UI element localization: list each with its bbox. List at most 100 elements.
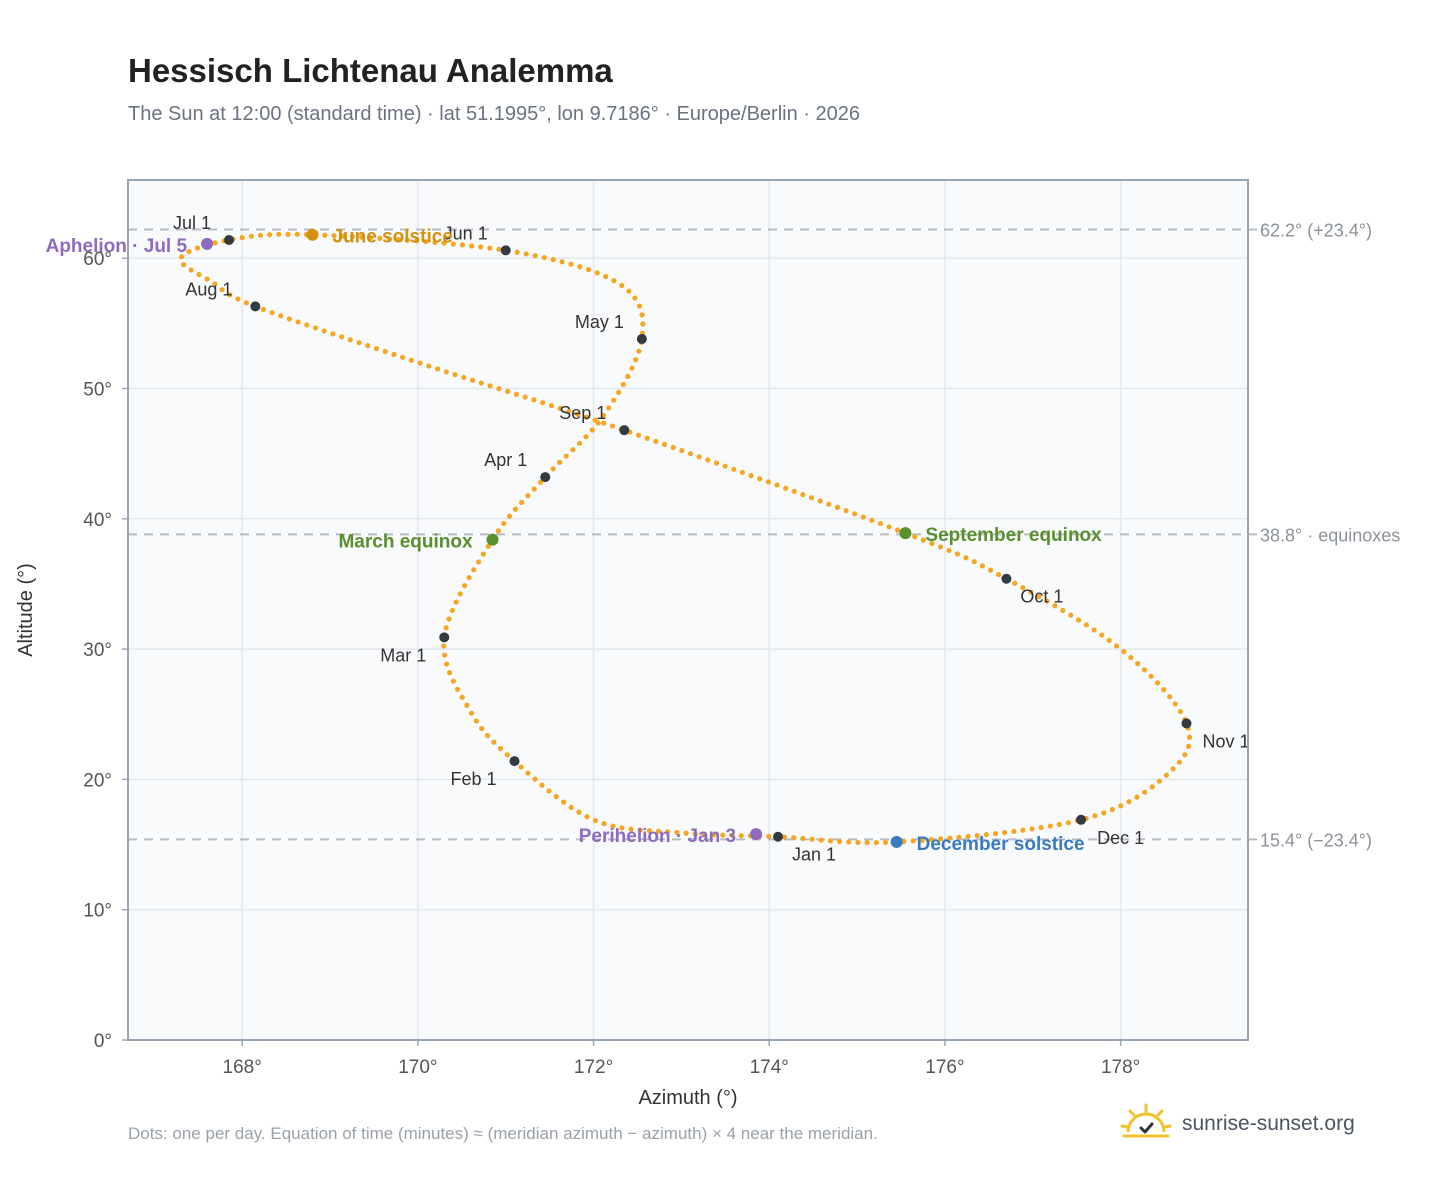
day-dot <box>532 253 538 259</box>
day-dot <box>478 244 484 250</box>
day-dot <box>525 493 531 499</box>
day-dot <box>1109 806 1115 813</box>
month-marker-label: Mar 1 <box>380 645 426 665</box>
day-dot <box>478 380 484 386</box>
day-dot <box>653 438 659 444</box>
day-dot <box>464 702 470 708</box>
day-dot <box>557 405 563 412</box>
day-dot <box>491 739 497 745</box>
day-dot <box>619 825 625 831</box>
day-dot <box>1118 803 1124 809</box>
day-dot <box>722 463 728 469</box>
day-dot <box>457 591 463 597</box>
day-dot <box>912 534 918 540</box>
day-dot <box>330 331 336 337</box>
day-dot <box>550 256 556 263</box>
day-dot <box>446 616 452 622</box>
day-dot <box>585 267 592 273</box>
day-dot <box>583 434 589 440</box>
day-dot <box>196 271 202 278</box>
day-dot <box>286 316 292 322</box>
day-dot <box>434 366 441 372</box>
day-dot <box>834 504 841 510</box>
day-dot <box>827 838 833 844</box>
day-dot <box>1002 829 1008 836</box>
brand[interactable]: sunrise-sunset.org <box>1120 1102 1355 1146</box>
day-dot <box>1149 784 1155 790</box>
day-dot <box>626 288 632 294</box>
day-dot <box>473 718 479 724</box>
day-dot <box>954 551 961 557</box>
day-dot <box>227 292 233 298</box>
day-dot <box>1128 654 1134 661</box>
day-dot <box>748 473 754 479</box>
axes: 168° 170° 172° 174° 176° 178° 0° 10° 20° 30° 40° 50… <box>83 249 1140 1078</box>
day-dot <box>895 527 901 533</box>
day-dot <box>864 840 870 846</box>
day-dot <box>441 240 447 246</box>
day-dot <box>449 607 455 614</box>
day-dot <box>575 411 581 417</box>
month-marker <box>250 301 261 312</box>
day-dot <box>886 524 892 530</box>
day-dot <box>347 337 353 343</box>
day-dot <box>584 814 590 820</box>
day-dot <box>996 571 1002 578</box>
day-dot <box>531 397 537 403</box>
x-tick-label: 170° <box>398 1057 437 1078</box>
event-marker <box>486 533 499 546</box>
reference-line-label: 38.8° · equinoxes <box>1260 525 1400 545</box>
day-dot <box>731 466 737 472</box>
day-dot <box>808 495 815 501</box>
day-dot <box>640 321 646 327</box>
day-dot <box>267 232 273 238</box>
day-dot <box>636 303 643 309</box>
day-dot <box>877 520 884 527</box>
day-dot <box>965 833 971 840</box>
day-dot <box>1012 580 1018 586</box>
month-marker <box>224 234 235 245</box>
day-dot <box>539 782 545 788</box>
day-dot <box>386 236 392 242</box>
day-dot <box>1141 667 1148 673</box>
day-dot <box>523 251 529 257</box>
day-dot <box>540 400 546 406</box>
day-dot <box>1156 778 1163 784</box>
month-marker-label: Sep 1 <box>559 403 606 423</box>
x-tick-label: 176° <box>925 1057 964 1078</box>
day-dot <box>349 234 355 240</box>
day-dot <box>1121 649 1127 655</box>
day-dot <box>219 287 225 293</box>
day-dot <box>674 829 680 836</box>
day-dot <box>576 809 582 815</box>
sun-logo-icon <box>1120 1103 1172 1138</box>
day-dot <box>696 454 702 460</box>
event-label: December solstice <box>917 834 1085 855</box>
day-dot <box>525 770 531 776</box>
event-marker <box>306 228 319 241</box>
day-dot <box>1065 820 1071 826</box>
reference-line-label: 15.4° (−23.4°) <box>1260 830 1372 850</box>
day-dot <box>480 551 487 557</box>
day-dot <box>475 559 482 565</box>
day-dot <box>625 373 631 380</box>
plot-frame <box>127 179 1249 1041</box>
day-dot <box>1020 827 1026 833</box>
day-dot <box>512 506 519 512</box>
day-dot <box>452 372 458 378</box>
day-dot <box>611 397 617 403</box>
month-marker <box>1181 718 1192 729</box>
event-label: Perihelion · Jan 3 <box>579 826 736 847</box>
day-dot <box>713 460 720 466</box>
day-dot <box>611 278 617 284</box>
month-markers: Jan 1 Feb 1 Mar 1 Apr 1 May 1 Jun 1 Jul 1 Aug 1… <box>173 213 1250 865</box>
day-dot <box>550 466 556 472</box>
day-dot <box>929 540 935 547</box>
day-dot <box>358 234 365 240</box>
day-dot <box>910 838 916 844</box>
day-dot <box>485 543 491 549</box>
day-dot <box>774 482 780 488</box>
day-dot <box>1161 687 1167 693</box>
day-dot <box>589 427 595 433</box>
day-dot <box>432 239 438 245</box>
